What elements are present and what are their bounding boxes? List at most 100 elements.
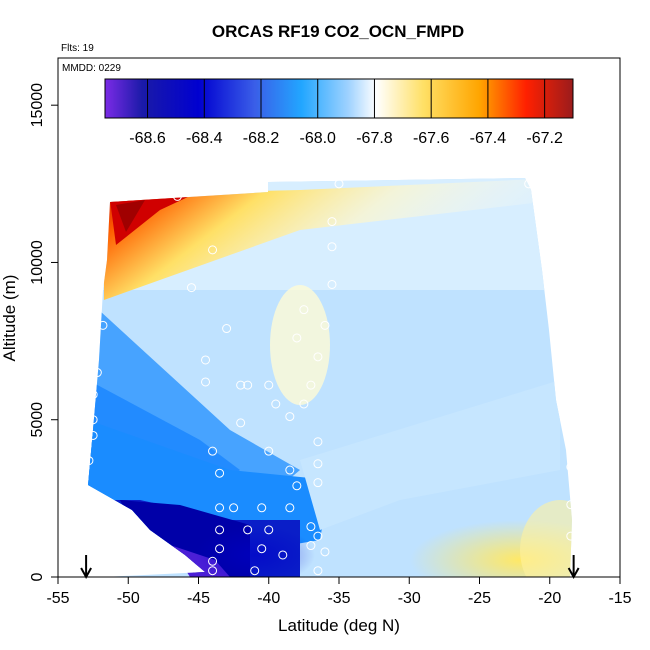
- sample-point: [250, 566, 260, 576]
- sample-point: [278, 550, 288, 560]
- x-tick-label: -40: [257, 590, 280, 607]
- arrow-marker-head: [80, 567, 92, 580]
- sample-point: [306, 380, 316, 390]
- sample-point: [84, 456, 94, 466]
- sample-point: [348, 166, 358, 176]
- sample-point: [208, 566, 218, 576]
- sample-point: [566, 531, 576, 541]
- sample-point: [215, 525, 225, 535]
- sample-point: [208, 556, 218, 566]
- heatmap-field: [88, 178, 572, 577]
- arrow-marker-head: [567, 567, 580, 580]
- sample-point: [320, 320, 330, 330]
- sample-point: [460, 165, 470, 175]
- y-tick-label: 15000: [29, 83, 46, 128]
- sample-point: [236, 418, 246, 428]
- sample-point: [559, 336, 569, 346]
- sample-point: [566, 462, 576, 472]
- sample-point: [243, 380, 253, 390]
- sample-point: [524, 165, 534, 175]
- sample-point: [154, 182, 164, 192]
- sample-point: [165, 182, 175, 192]
- sample-point: [271, 399, 281, 409]
- sample-point: [201, 377, 211, 387]
- x-tick-label: -55: [46, 590, 69, 607]
- arrow-markers: [80, 555, 580, 580]
- sample-point: [201, 355, 211, 365]
- sample-point: [320, 547, 330, 557]
- colorbar-gradient: [104, 78, 574, 119]
- x-axis-label: Latitude (deg N): [278, 616, 400, 635]
- sample-point: [299, 305, 309, 315]
- colorbar-tick-label: -68.0: [299, 130, 336, 147]
- sample-point: [285, 503, 295, 513]
- sample-point: [313, 459, 323, 469]
- date-annotation: MMDD: 0229: [62, 63, 121, 74]
- x-tick-label: -50: [117, 590, 140, 607]
- sample-point: [208, 245, 218, 255]
- y-tick-label: 5000: [29, 402, 46, 438]
- sample-point: [257, 544, 267, 554]
- sample-point: [292, 333, 302, 343]
- colorbar-ticks: -68.6 -68.4 -68.2 -68.0 -67.8 -67.6 -67.4 -67.2: [129, 79, 563, 147]
- sample-point: [215, 544, 225, 554]
- sample-point: [264, 446, 274, 456]
- colorbar-tick-label: -67.2: [526, 130, 563, 147]
- sample-point: [306, 541, 316, 551]
- sample-point: [98, 320, 108, 330]
- colorbar-tick-label: -68.6: [129, 130, 166, 147]
- sample-point: [524, 179, 534, 189]
- sample-point: [144, 182, 154, 192]
- colorbar: -68.6 -68.4 -68.2 -68.0 -67.8 -67.6 -67.4 -67.2: [104, 78, 574, 147]
- sample-point: [243, 525, 253, 535]
- sample-point: [264, 525, 274, 535]
- y-tick-label: 10000: [29, 240, 46, 285]
- sample-point: [236, 380, 246, 390]
- sample-point: [327, 279, 337, 289]
- sample-point: [432, 165, 442, 175]
- sample-markers: [84, 165, 576, 576]
- sample-point: [215, 503, 225, 513]
- sample-point: [327, 242, 337, 252]
- x-tick-label: -25: [468, 590, 491, 607]
- sample-point: [208, 446, 218, 456]
- sample-point: [88, 390, 98, 400]
- colorbar-tick-label: -67.8: [356, 130, 393, 147]
- sample-point: [264, 380, 274, 390]
- sample-point: [215, 468, 225, 478]
- y-axis: 0 5000 10000 15000: [29, 83, 58, 581]
- x-tick-label: -30: [398, 590, 421, 607]
- sample-point: [376, 165, 386, 175]
- sample-point: [222, 324, 232, 334]
- sample-point: [489, 165, 499, 175]
- sample-point: [306, 522, 316, 532]
- sample-point: [566, 408, 576, 418]
- x-tick-label: -20: [538, 590, 561, 607]
- sample-point: [92, 368, 102, 378]
- sample-point: [88, 415, 98, 425]
- sample-point: [404, 165, 414, 175]
- colorbar-tick-label: -67.6: [413, 130, 450, 147]
- y-axis-label: Altitude (m): [0, 275, 19, 362]
- x-tick-label: -45: [187, 590, 210, 607]
- sample-point: [510, 165, 520, 175]
- sample-point: [285, 412, 295, 422]
- sample-point: [172, 191, 182, 201]
- sample-point: [313, 566, 323, 576]
- sample-point: [292, 481, 302, 491]
- sample-point: [559, 273, 569, 283]
- sample-point: [313, 437, 323, 447]
- sample-point: [566, 500, 576, 510]
- sample-point: [177, 182, 187, 192]
- flights-annotation: Flts: 19: [61, 43, 94, 54]
- chart-title: ORCAS RF19 CO2_OCN_FMPD: [212, 22, 464, 41]
- sample-point: [334, 179, 344, 189]
- x-axis: -55 -50 -45 -40 -35 -30 -25 -20 -15: [46, 577, 632, 607]
- sample-point: [313, 478, 323, 488]
- sample-point: [552, 210, 562, 220]
- sample-point: [562, 374, 572, 384]
- sample-point: [285, 465, 295, 475]
- y-tick-label: 0: [29, 572, 46, 581]
- colorbar-tick-label: -67.4: [470, 130, 507, 147]
